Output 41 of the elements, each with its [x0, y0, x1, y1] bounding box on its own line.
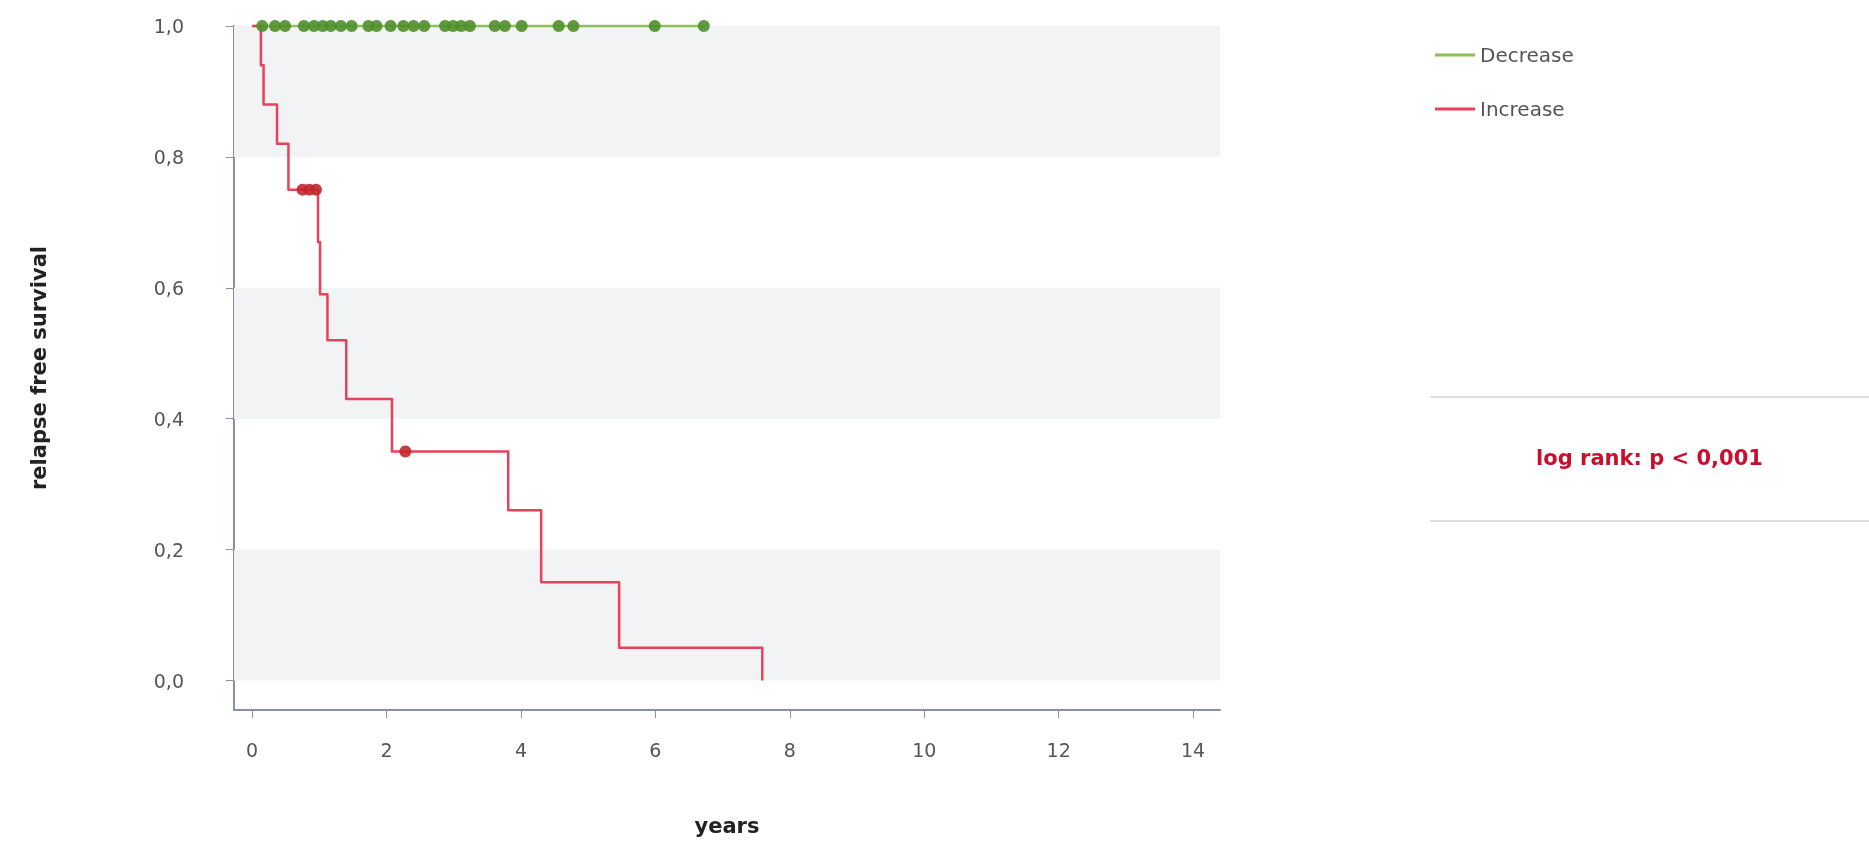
- point: [370, 20, 383, 32]
- point: [345, 20, 358, 32]
- point: [334, 20, 347, 32]
- x-tick-label: 14: [1181, 738, 1206, 761]
- point: [256, 20, 269, 32]
- point: [269, 20, 281, 32]
- point: [418, 20, 431, 32]
- y-tick-label: 0,4: [153, 407, 184, 430]
- y-tick-label: 0,2: [153, 538, 184, 561]
- legend-label: Increase: [1480, 97, 1565, 121]
- point: [552, 20, 565, 32]
- point: [488, 20, 501, 32]
- point: [384, 20, 397, 32]
- point: [567, 20, 580, 32]
- x-tick-label: 4: [514, 738, 528, 761]
- point: [397, 20, 410, 32]
- point: [399, 445, 412, 458]
- point: [407, 20, 420, 32]
- point: [697, 20, 710, 32]
- point: [279, 20, 292, 32]
- x-tick-label: 6: [649, 738, 662, 761]
- x-axis-title: years: [694, 813, 760, 838]
- point: [498, 20, 511, 32]
- point: [324, 20, 337, 32]
- y-tick-label: 0,8: [153, 145, 184, 168]
- y-tick-label: 0,0: [153, 669, 184, 692]
- point: [648, 20, 661, 32]
- legend-label: Decrease: [1480, 43, 1574, 67]
- point: [297, 20, 310, 32]
- x-tick-label: 2: [380, 738, 393, 761]
- y-tick-label: 1,0: [153, 15, 184, 37]
- point: [515, 20, 528, 32]
- x-tick-label: 0: [246, 738, 259, 761]
- point: [463, 20, 476, 32]
- x-tick-label: 8: [783, 738, 796, 761]
- x-tick-label: 12: [1046, 738, 1071, 761]
- x-tick-label: 10: [912, 738, 937, 761]
- y-axis-title: relapse free survival: [26, 245, 51, 491]
- text: log rank: p < 0,001: [1536, 446, 1763, 470]
- point: [310, 183, 322, 196]
- y-tick-label: 0,6: [153, 276, 184, 299]
